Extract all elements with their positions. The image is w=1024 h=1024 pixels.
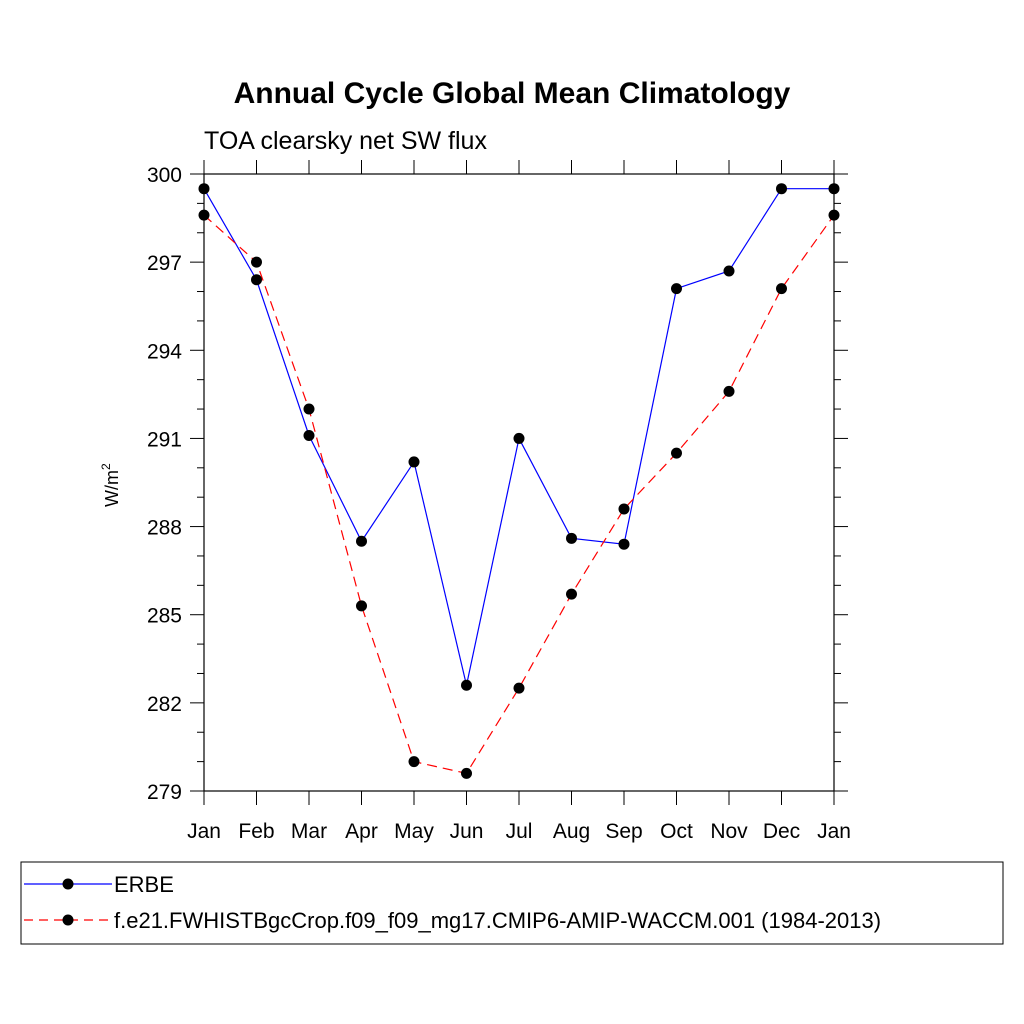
y-tick-label: 288 — [147, 517, 182, 540]
series-0-point — [303, 429, 315, 441]
series-0-point — [461, 679, 472, 691]
y-axis-label-unit: W/m — [102, 470, 122, 507]
y-tick-label: 282 — [147, 693, 182, 716]
series-0-point — [618, 538, 630, 550]
y-tick-labels: 279 282 285 288 291 294 297 300 — [147, 164, 182, 804]
x-tick-label: May — [394, 820, 434, 843]
legend-marker-model — [62, 914, 74, 926]
x-tick-label: Oct — [660, 820, 693, 843]
series-0-point — [828, 183, 840, 195]
x-tick-label: Jan — [187, 820, 221, 843]
series-1-point — [776, 283, 787, 295]
y-axis-label-exponent: 2 — [99, 463, 113, 470]
y-tick-label: 279 — [147, 781, 182, 804]
series-0-point — [723, 265, 735, 277]
y-tick-label: 291 — [147, 428, 182, 451]
x-tick-label: Mar — [291, 820, 327, 843]
series-1-point — [461, 767, 472, 779]
series-1-point — [566, 588, 577, 600]
chart-subtitle: TOA clearsky net SW flux — [204, 127, 487, 155]
y-tick-label: 300 — [147, 164, 182, 187]
series-0-point — [356, 535, 367, 547]
series-0-point — [408, 456, 420, 468]
legend: ERBE f.e21.FWHISTBgcCrop.f09_f09_mg17.CM… — [20, 861, 1004, 945]
series-0-point — [671, 283, 682, 295]
series-layer — [198, 183, 840, 779]
series-1-point — [618, 503, 630, 515]
legend-label-erbe: ERBE — [114, 872, 174, 897]
x-tick-label: Sep — [605, 820, 642, 843]
series-0-point — [776, 183, 787, 195]
series-0-point — [513, 432, 525, 444]
series-1-point — [356, 600, 367, 612]
legend-label-model: f.e21.FWHISTBgcCrop.f09_f09_mg17.CMIP6-A… — [114, 908, 881, 933]
y-tick-label: 294 — [147, 340, 182, 363]
series-1-point — [303, 403, 315, 415]
x-tick-labels: Jan Feb Mar Apr May Jun Jul Aug Sep Oct Nov Dec Jan — [187, 820, 851, 843]
x-tick-label: Jan — [817, 820, 851, 843]
legend-box — [20, 861, 1004, 945]
series-1-point — [198, 209, 210, 221]
x-tick-label: Jun — [450, 820, 484, 843]
y-tick-label: 285 — [147, 605, 182, 628]
series-0-point — [251, 274, 262, 286]
legend-marker-erbe — [62, 878, 74, 890]
x-tick-label: Nov — [710, 820, 748, 843]
series-1-point — [828, 209, 840, 221]
x-tick-label: Aug — [553, 820, 590, 843]
x-tick-label: Feb — [238, 820, 274, 843]
series-1-point — [251, 256, 262, 268]
x-tick-label: Jul — [506, 820, 533, 843]
series-0-point — [566, 532, 577, 544]
y-tick-label: 297 — [147, 252, 182, 275]
series-1-point — [671, 447, 682, 459]
series-1-point — [513, 682, 525, 694]
plot-frame — [203, 173, 835, 792]
y-axis-label: W/m2 — [99, 463, 122, 507]
series-1-point — [408, 756, 420, 768]
series-0-point — [198, 183, 210, 195]
series-1-point — [723, 385, 735, 397]
x-tick-label: Dec — [763, 820, 800, 843]
chart-title: Annual Cycle Global Mean Climatology — [234, 77, 791, 110]
x-tick-label: Apr — [345, 820, 378, 843]
axis-ticks — [190, 160, 848, 805]
